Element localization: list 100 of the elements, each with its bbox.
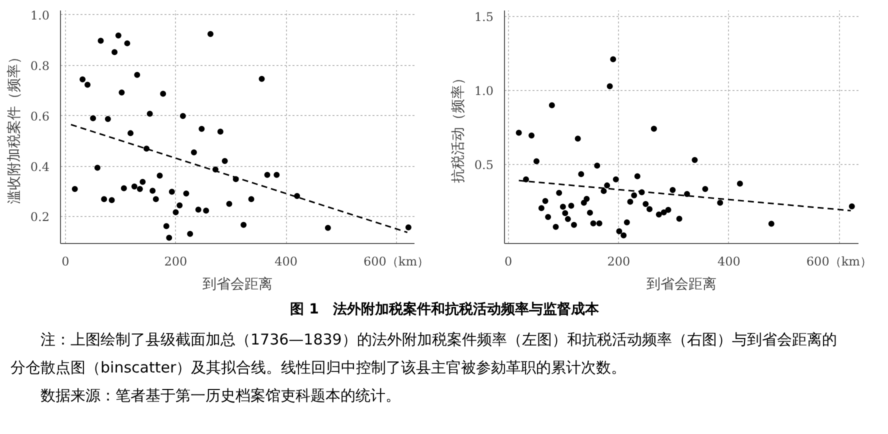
point	[584, 196, 590, 202]
x-tick-label: 200	[164, 254, 188, 268]
point	[590, 220, 596, 226]
point	[101, 196, 108, 202]
point	[848, 203, 855, 210]
point	[180, 113, 186, 120]
point	[156, 172, 163, 179]
point	[115, 32, 122, 38]
y-tick-label: 1.5	[474, 10, 494, 24]
point	[274, 172, 280, 178]
point	[405, 224, 412, 230]
point	[600, 188, 607, 194]
point	[222, 158, 228, 164]
point	[163, 223, 170, 230]
point	[84, 82, 91, 88]
y-tick-label: 0.5	[474, 158, 494, 172]
point	[128, 130, 134, 136]
point	[624, 219, 630, 226]
y-tick-label: 1.0	[30, 8, 50, 22]
point	[556, 190, 562, 196]
point	[634, 173, 640, 180]
point	[660, 209, 667, 216]
point	[642, 200, 649, 207]
point	[684, 191, 690, 198]
y-tick-label: 0.8	[30, 58, 50, 73]
point	[586, 210, 593, 216]
point	[190, 149, 197, 156]
point	[533, 158, 540, 164]
point	[166, 234, 172, 241]
x-axis-title: 到省会距离	[646, 276, 716, 292]
point	[568, 202, 574, 209]
x-tick-label: 200	[607, 254, 630, 268]
point	[702, 186, 708, 192]
point	[294, 193, 300, 200]
point	[195, 206, 202, 213]
point	[98, 38, 104, 44]
point	[548, 102, 555, 108]
point	[768, 220, 774, 227]
x-tick-label: 0	[62, 254, 70, 268]
y-axis-title: 滥收附加税案件（频率）	[5, 50, 22, 204]
point	[324, 224, 331, 231]
point	[606, 83, 613, 90]
point	[665, 206, 672, 213]
point	[538, 205, 544, 212]
point	[136, 186, 143, 192]
point	[160, 90, 166, 97]
point	[264, 172, 270, 178]
point	[570, 222, 577, 228]
point	[146, 110, 153, 117]
point	[248, 196, 254, 202]
point	[604, 182, 610, 188]
point	[545, 214, 552, 220]
x-axis-title: 到省会距离	[202, 276, 272, 292]
point	[717, 200, 724, 206]
x-tick-label: 400	[274, 254, 298, 268]
point	[542, 198, 548, 204]
point	[131, 183, 138, 190]
point	[183, 190, 190, 197]
point	[134, 72, 140, 78]
point	[736, 180, 743, 187]
point	[187, 230, 194, 237]
y-tick-label: 0.4	[30, 160, 50, 174]
text: 图 1 法外附加税案件和抗税活动频率与监督成本	[290, 300, 600, 318]
x-tick-label: 400	[717, 254, 740, 268]
point	[120, 185, 127, 192]
x-tick-label: 600（km）	[806, 254, 872, 268]
point	[203, 208, 210, 214]
point	[258, 76, 265, 82]
point	[198, 126, 205, 132]
point	[616, 228, 622, 234]
point	[108, 197, 115, 204]
y-axis-title: 抗税活动（频率）	[450, 71, 466, 183]
point	[631, 192, 638, 198]
point	[72, 186, 78, 192]
point	[646, 206, 653, 212]
x-tick-label: 600（km）	[364, 254, 430, 268]
point	[144, 146, 150, 152]
point	[594, 162, 600, 169]
point	[620, 232, 627, 238]
point	[217, 128, 224, 135]
point	[112, 49, 118, 56]
point	[226, 200, 232, 207]
point	[172, 209, 179, 216]
point	[560, 204, 566, 210]
point	[207, 30, 214, 37]
point	[152, 196, 159, 202]
y-tick-label: 0.2	[30, 210, 50, 224]
point	[692, 156, 698, 163]
point	[528, 132, 535, 139]
point	[176, 202, 183, 208]
y-tick-label: 0.6	[30, 109, 50, 124]
point	[562, 210, 568, 216]
point	[240, 222, 247, 228]
point	[627, 198, 634, 205]
point	[523, 176, 530, 182]
text: 注：上图绘制了县级截面加总（1736—1839）的法外附加税案件频率（左图）和抗税活动频率（右图）与到省会距离的分仓散点图（binscatter）及其拟合线。线性回归中控制了该县主官被参劾革职的累计次数。	[10, 330, 837, 376]
x-tick-label: 0	[504, 254, 512, 268]
point	[516, 130, 522, 136]
point	[676, 216, 682, 222]
point	[578, 171, 584, 178]
